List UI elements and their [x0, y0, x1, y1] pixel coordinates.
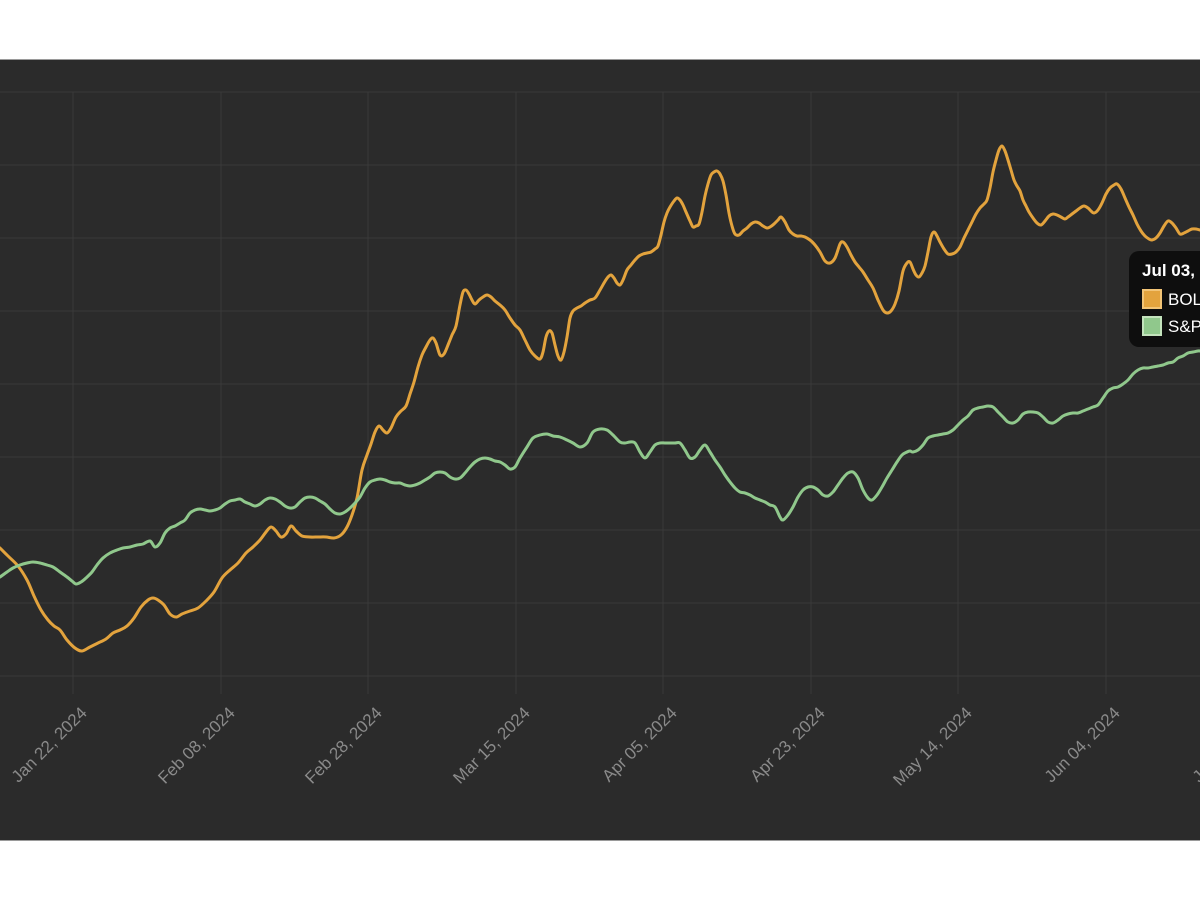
line-series-bol[interactable] — [0, 144, 1200, 653]
tooltip-row-bol: BOL — [1142, 289, 1200, 309]
series-swatch-sp-icon — [1142, 316, 1162, 336]
tooltip-row-sp: S&P — [1142, 316, 1200, 336]
line-series-sp[interactable] — [0, 349, 1200, 586]
tooltip-date: Jul 03, — [1142, 261, 1195, 280]
series-swatch-bol-icon — [1142, 289, 1162, 309]
tooltip-series-label-sp: S&P — [1168, 316, 1200, 336]
hover-tooltip: Jul 03, BOL S&P — [1129, 251, 1200, 347]
chart-plot-area — [0, 91, 1200, 694]
tooltip-series-label-bol: BOL — [1168, 289, 1200, 309]
chart-panel: Jan 22, 2024 Feb 08, 2024 Feb 28, 2024 Mar … — [0, 59, 1200, 841]
gridlines — [0, 91, 1200, 694]
